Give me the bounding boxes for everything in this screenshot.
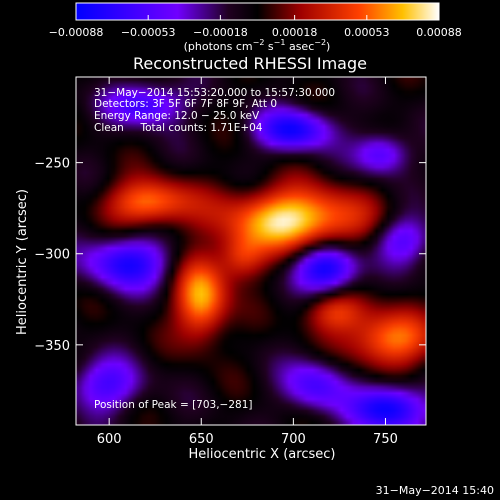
info-annotations: 31−May−2014 15:53:20.000 to 15:57:30.000… [94,87,335,134]
colorbar-units: (photons cm−2 s−1 asec−2) [184,38,331,53]
y-tick-label: −300 [34,248,70,263]
image-area: 600 650 700 750 −250 −300 −350 [34,76,427,447]
footer-timestamp: 31−May−2014 15:40 [376,484,494,497]
annotation-detectors: Detectors: 3F 5F 6F 7F 8F 9F, Att 0 [94,98,277,110]
plot-frame [75,76,427,426]
x-tick-label: 650 [189,432,214,447]
colorbar-tick-label: −0.00088 [49,26,104,39]
colorbar-tick-label: 0.00018 [272,26,318,39]
colorbar-frame [75,2,440,21]
axis-ticks: 600 650 700 750 −250 −300 −350 [34,77,426,447]
annotation-energy: Energy Range: 12.0 − 25.0 keV [94,110,260,122]
x-tick-label: 750 [373,432,398,447]
y-tick-label: −250 [34,157,70,172]
colorbar-ticks: −0.00088 −0.00053 −0.00018 0.00018 0.00053 0.… [49,15,462,39]
heatmap-image [76,77,426,425]
annotation-time: 31−May−2014 15:53:20.000 to 15:57:30.000 [94,87,335,99]
x-tick-label: 600 [97,432,122,447]
colorbar-tick-label: 0.00088 [416,26,462,39]
annotation-clean: Clean Total counts: 1.71E+04 [94,122,263,134]
chart-title: Reconstructed RHESSI Image [133,54,367,73]
colorbar-tick-label: −0.00053 [121,26,176,39]
colorbar-tick-label: 0.00053 [344,26,390,39]
y-tick-label: −350 [34,339,70,354]
x-tick-label: 700 [281,432,306,447]
peak-position-label: Position of Peak = [703,−281] [94,399,253,411]
colorbar-gradient [76,3,439,20]
colorbar: −0.00088 −0.00053 −0.00018 0.00018 0.00053 0.… [49,2,462,53]
colorbar-tick-label: −0.00018 [193,26,248,39]
x-axis-label: Heliocentric X (arcsec) [189,447,336,462]
y-axis-label: Heliocentric Y (arcsec) [15,189,30,335]
